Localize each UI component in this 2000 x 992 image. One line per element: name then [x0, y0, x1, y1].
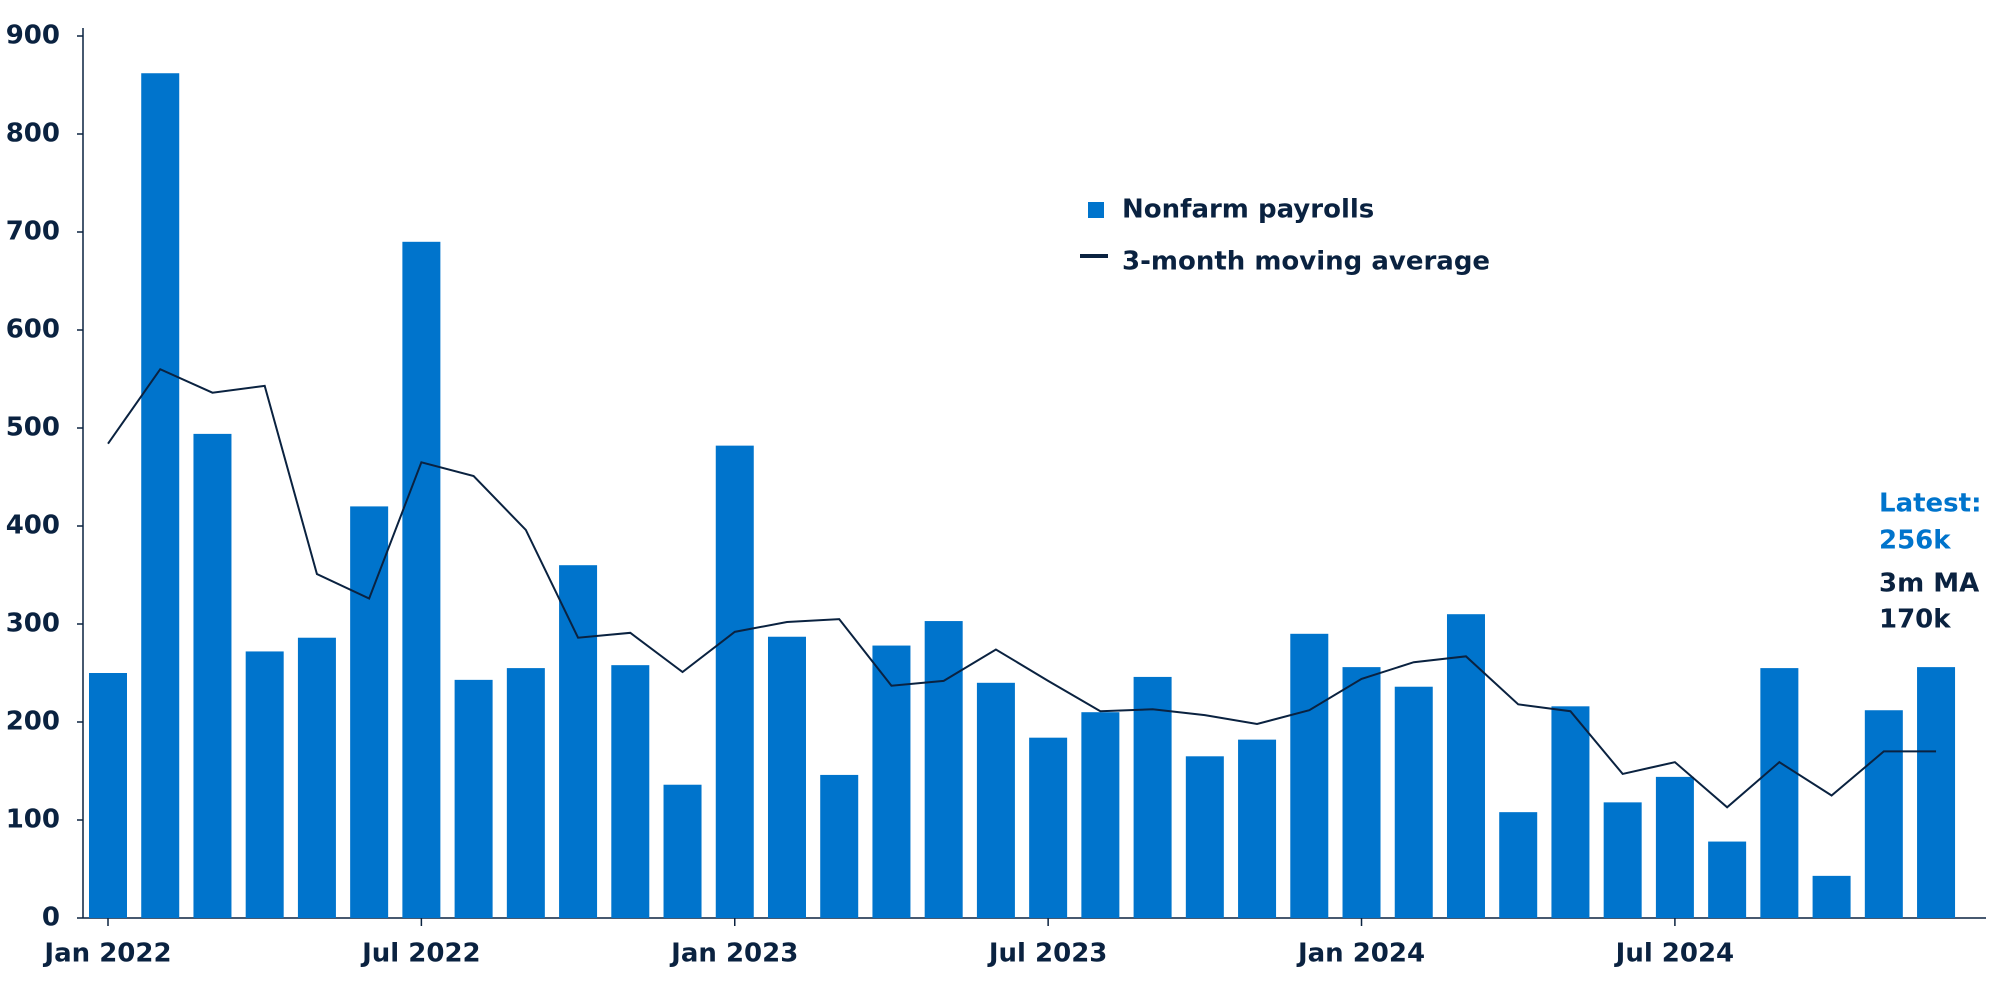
bar: [924, 621, 963, 918]
x-tick-label: Jul 2023: [987, 939, 1108, 969]
bar: [611, 665, 650, 918]
bar: [1446, 614, 1485, 918]
bar: [1551, 706, 1590, 918]
y-tick-label: 600: [6, 315, 60, 345]
bar: [245, 651, 284, 918]
bar: [1499, 812, 1538, 918]
bar: [1185, 756, 1224, 918]
y-tick-label: 500: [6, 413, 60, 443]
bar: [820, 774, 859, 918]
bar: [1394, 686, 1433, 918]
bar: [663, 784, 702, 918]
y-tick-label: 100: [6, 805, 60, 835]
y-tick-label: 200: [6, 707, 60, 737]
y-tick-label: 0: [42, 903, 60, 933]
bar: [402, 241, 441, 919]
bar: [872, 645, 911, 918]
legend-label: 3-month moving average: [1122, 247, 1490, 277]
bar: [1760, 668, 1799, 918]
annotation: 170k: [1879, 605, 1951, 635]
bar: [1655, 776, 1694, 918]
bar: [1238, 739, 1277, 918]
y-tick-label: 900: [6, 21, 60, 51]
y-tick-label: 800: [6, 119, 60, 149]
bar: [1342, 667, 1381, 918]
bar: [141, 73, 180, 919]
bar: [506, 668, 545, 918]
bar: [89, 673, 127, 918]
bar: [193, 433, 232, 918]
moving-average-line: [107, 367, 1937, 809]
x-tick-label: Jan 2022: [42, 939, 171, 969]
x-tick-label: Jul 2022: [360, 939, 481, 969]
annotation: 256k: [1879, 526, 1951, 556]
bar: [1290, 633, 1329, 918]
x-tick-label: Jul 2024: [1614, 939, 1735, 969]
annotation: Latest:: [1879, 489, 1981, 519]
legend-swatch: [1088, 202, 1104, 218]
y-tick-label: 300: [6, 609, 60, 639]
bar: [1603, 802, 1642, 918]
y-tick-label: 400: [6, 511, 60, 541]
y-tick-label: 700: [6, 217, 60, 247]
bar: [1029, 737, 1068, 918]
bar: [1812, 875, 1851, 918]
bar: [559, 565, 598, 918]
bar: [350, 506, 389, 918]
bar: [1081, 712, 1120, 918]
legend-label: Nonfarm payrolls: [1122, 195, 1374, 225]
bar: [1917, 667, 1956, 918]
x-tick-label: Jan 2024: [1296, 939, 1425, 969]
bar: [297, 637, 336, 918]
bar: [454, 679, 493, 918]
bar: [1708, 841, 1747, 918]
bar: [767, 636, 806, 918]
bar: [976, 682, 1015, 918]
bar: [1864, 710, 1903, 918]
bar: [715, 445, 754, 918]
x-tick-label: Jan 2023: [669, 939, 798, 969]
bar: [1133, 676, 1172, 918]
annotation: 3m MA: [1879, 569, 1979, 599]
